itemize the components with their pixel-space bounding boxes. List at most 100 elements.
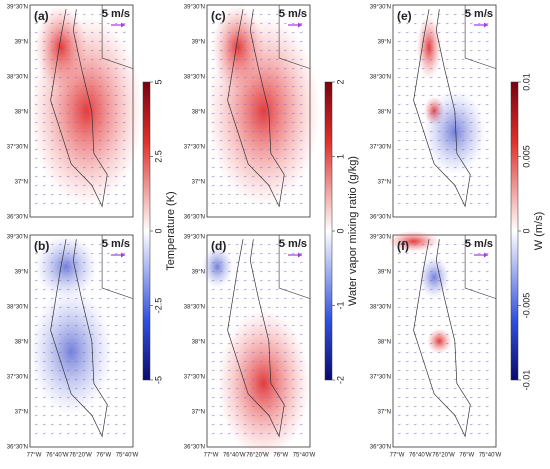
wind-vector <box>235 360 239 363</box>
wind-vector <box>251 157 255 160</box>
wind-vector <box>461 175 465 178</box>
wind-vector <box>429 369 433 372</box>
panel-label: (c) <box>211 9 226 23</box>
wind-vector <box>219 202 223 205</box>
wind-vector <box>114 243 118 246</box>
wind-vector <box>211 270 215 273</box>
wind-vector <box>251 130 255 133</box>
wind-vector <box>122 414 126 417</box>
wind-vector <box>114 58 118 61</box>
wind-vector <box>243 76 247 79</box>
wind-vector <box>66 31 70 34</box>
wind-vector <box>485 103 489 106</box>
wind-vector <box>291 166 295 169</box>
wind-vector <box>283 324 287 327</box>
wind-vector <box>283 184 287 187</box>
wind-vector <box>267 405 271 408</box>
wind-vector <box>291 324 295 327</box>
wind-vector <box>259 315 263 318</box>
wind-vector <box>275 184 279 187</box>
panel-label: (b) <box>34 239 49 253</box>
wind-vector <box>469 40 473 43</box>
wind-vector <box>275 175 279 178</box>
lat-label: 39°30'N <box>7 235 28 241</box>
wind-vector <box>34 369 38 372</box>
wind-vector <box>413 139 417 142</box>
state-border <box>101 235 134 299</box>
wind-vector <box>299 342 303 345</box>
wind-vector <box>58 22 62 25</box>
wind-vector <box>106 333 110 336</box>
wind-vector <box>58 252 62 255</box>
wind-vector <box>42 423 46 426</box>
wind-vector <box>437 58 441 61</box>
wind-vector <box>397 103 401 106</box>
wind-vector <box>477 193 481 196</box>
wind-vector <box>74 432 78 435</box>
wind-vector <box>421 166 425 169</box>
wind-vector <box>461 130 465 133</box>
wind-vector <box>291 22 295 25</box>
wind-vector <box>259 49 263 52</box>
wind-vector <box>227 31 231 34</box>
wind-vector <box>291 261 295 264</box>
wind-vector <box>235 405 239 408</box>
wind-vector <box>243 139 247 142</box>
lat-label: 36°30'N <box>7 215 28 221</box>
wind-vector <box>34 270 38 273</box>
wind-vector <box>42 378 46 381</box>
wind-vector <box>413 297 417 300</box>
wind-vector <box>445 22 449 25</box>
wind-vector <box>58 49 62 52</box>
wind-vector <box>437 157 441 160</box>
wind-vector <box>74 261 78 264</box>
wind-vector <box>477 243 481 246</box>
wind-vector <box>421 85 425 88</box>
wind-vector <box>397 369 401 372</box>
wind-vector <box>299 252 303 255</box>
wind-vector <box>299 85 303 88</box>
wind-vector <box>397 324 401 327</box>
wind-vector <box>413 423 417 426</box>
wind-vector <box>299 166 303 169</box>
wind-vector <box>219 315 223 318</box>
wind-vector <box>66 333 70 336</box>
wind-vector <box>122 423 126 426</box>
lat-label: 37°N <box>378 180 391 186</box>
wind-vector <box>66 405 70 408</box>
wind-vector <box>235 157 239 160</box>
wind-vector <box>275 414 279 417</box>
wind-vector <box>299 396 303 399</box>
wind-vector <box>82 288 86 291</box>
wind-vector <box>485 184 489 187</box>
wind-vector <box>437 130 441 133</box>
wind-vector <box>469 175 473 178</box>
wind-vector <box>50 243 54 246</box>
wind-vector <box>251 121 255 124</box>
wind-vector <box>66 324 70 327</box>
wind-vector <box>251 112 255 115</box>
wind-vector <box>122 85 126 88</box>
wind-vector <box>243 369 247 372</box>
wind-vector <box>58 76 62 79</box>
wind-vector <box>219 148 223 151</box>
wind-vector <box>211 67 215 70</box>
wind-vector <box>219 423 223 426</box>
wind-vector <box>34 315 38 318</box>
wind-vector <box>437 85 441 88</box>
wind-vector <box>445 130 449 133</box>
wind-vector <box>397 202 401 205</box>
wind-vector <box>114 324 118 327</box>
wind-vector <box>413 130 417 133</box>
wind-vector <box>106 351 110 354</box>
wind-vector <box>437 405 441 408</box>
wind-vector <box>219 112 223 115</box>
colorbar-tick-label: 0 <box>153 228 163 233</box>
wind-vector <box>291 252 295 255</box>
wind-vector <box>74 166 78 169</box>
wind-vector <box>34 112 38 115</box>
wind-vector <box>219 342 223 345</box>
wind-vector <box>291 40 295 43</box>
wind-vector <box>219 13 223 16</box>
wind-vector <box>291 405 295 408</box>
